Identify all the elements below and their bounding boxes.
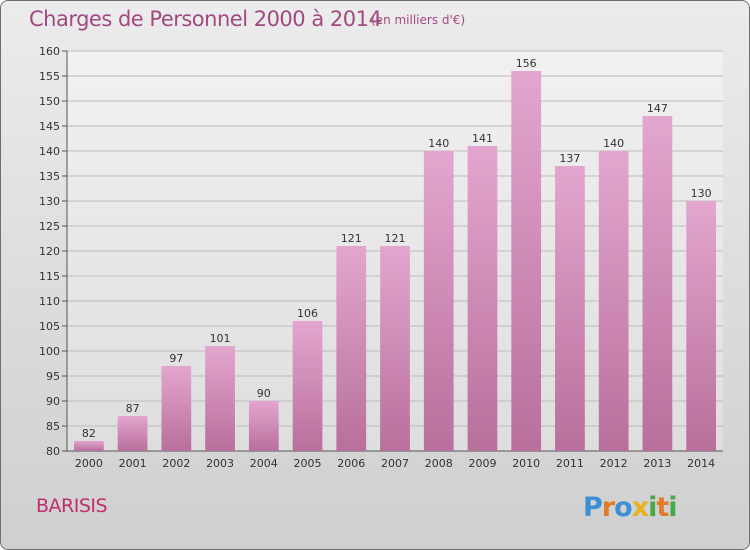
x-tick-label: 2009 xyxy=(468,457,496,470)
bar xyxy=(555,166,585,451)
location-name: BARISIS xyxy=(36,495,108,517)
bar-value-label: 82 xyxy=(82,427,96,440)
x-tick-label: 2002 xyxy=(162,457,190,470)
y-tick-label: 90 xyxy=(46,395,60,408)
bar-value-label: 137 xyxy=(559,152,580,165)
bar xyxy=(380,246,410,451)
bar-value-label: 121 xyxy=(385,232,406,245)
bar-value-label: 130 xyxy=(691,187,712,200)
y-tick-label: 140 xyxy=(39,145,60,158)
bar-value-label: 140 xyxy=(428,137,449,150)
bar xyxy=(511,71,542,451)
bar-value-label: 121 xyxy=(341,232,362,245)
proxiti-logo: Proxiti xyxy=(583,492,678,523)
bar xyxy=(598,151,629,451)
bar-value-label: 156 xyxy=(516,57,537,70)
bar xyxy=(117,416,148,451)
chart-title: Charges de Personnel 2000 à 2014 xyxy=(29,7,382,31)
chart-unit: (en milliers d'€) xyxy=(371,13,466,27)
bar xyxy=(205,346,235,451)
bar-value-label: 140 xyxy=(603,137,624,150)
y-tick-label: 85 xyxy=(46,420,60,433)
y-tick-label: 145 xyxy=(39,120,60,133)
bar xyxy=(248,401,279,451)
x-tick-label: 2012 xyxy=(600,457,628,470)
bar-value-label: 101 xyxy=(210,332,231,345)
y-tick-label: 135 xyxy=(39,170,60,183)
x-tick-label: 2010 xyxy=(512,457,540,470)
x-tick-label: 2003 xyxy=(206,457,234,470)
y-tick-label: 115 xyxy=(39,270,60,283)
bar-value-label: 87 xyxy=(126,402,140,415)
y-tick-label: 120 xyxy=(39,245,60,258)
y-tick-label: 155 xyxy=(39,70,60,83)
y-tick-label: 150 xyxy=(39,95,60,108)
x-tick-label: 2007 xyxy=(381,457,409,470)
y-tick-label: 130 xyxy=(39,195,60,208)
y-tick-label: 95 xyxy=(46,370,60,383)
x-tick-label: 2000 xyxy=(75,457,103,470)
bar-value-label: 147 xyxy=(647,102,668,115)
x-tick-label: 2008 xyxy=(425,457,453,470)
x-tick-label: 2011 xyxy=(556,457,584,470)
x-tick-label: 2013 xyxy=(643,457,671,470)
bar xyxy=(642,116,673,451)
x-tick-label: 2001 xyxy=(119,457,147,470)
bar xyxy=(73,441,104,451)
y-tick-label: 105 xyxy=(39,320,60,333)
x-tick-label: 2006 xyxy=(337,457,365,470)
y-tick-label: 110 xyxy=(39,295,60,308)
bar xyxy=(336,246,367,451)
bar-value-label: 141 xyxy=(472,132,493,145)
bar-value-label: 97 xyxy=(169,352,183,365)
bar-value-label: 90 xyxy=(257,387,271,400)
y-tick-label: 125 xyxy=(39,220,60,233)
bar xyxy=(467,146,498,451)
y-tick-label: 80 xyxy=(46,445,60,458)
bar xyxy=(292,321,323,451)
bar xyxy=(686,201,717,451)
svg-text:Proxiti: Proxiti xyxy=(583,492,677,523)
y-tick-label: 100 xyxy=(39,345,60,358)
y-tick-label: 160 xyxy=(39,45,60,58)
x-tick-label: 2014 xyxy=(687,457,715,470)
bar-value-label: 106 xyxy=(297,307,318,320)
x-tick-label: 2005 xyxy=(294,457,322,470)
x-tick-label: 2004 xyxy=(250,457,278,470)
bar xyxy=(161,366,192,451)
bar xyxy=(423,151,454,451)
